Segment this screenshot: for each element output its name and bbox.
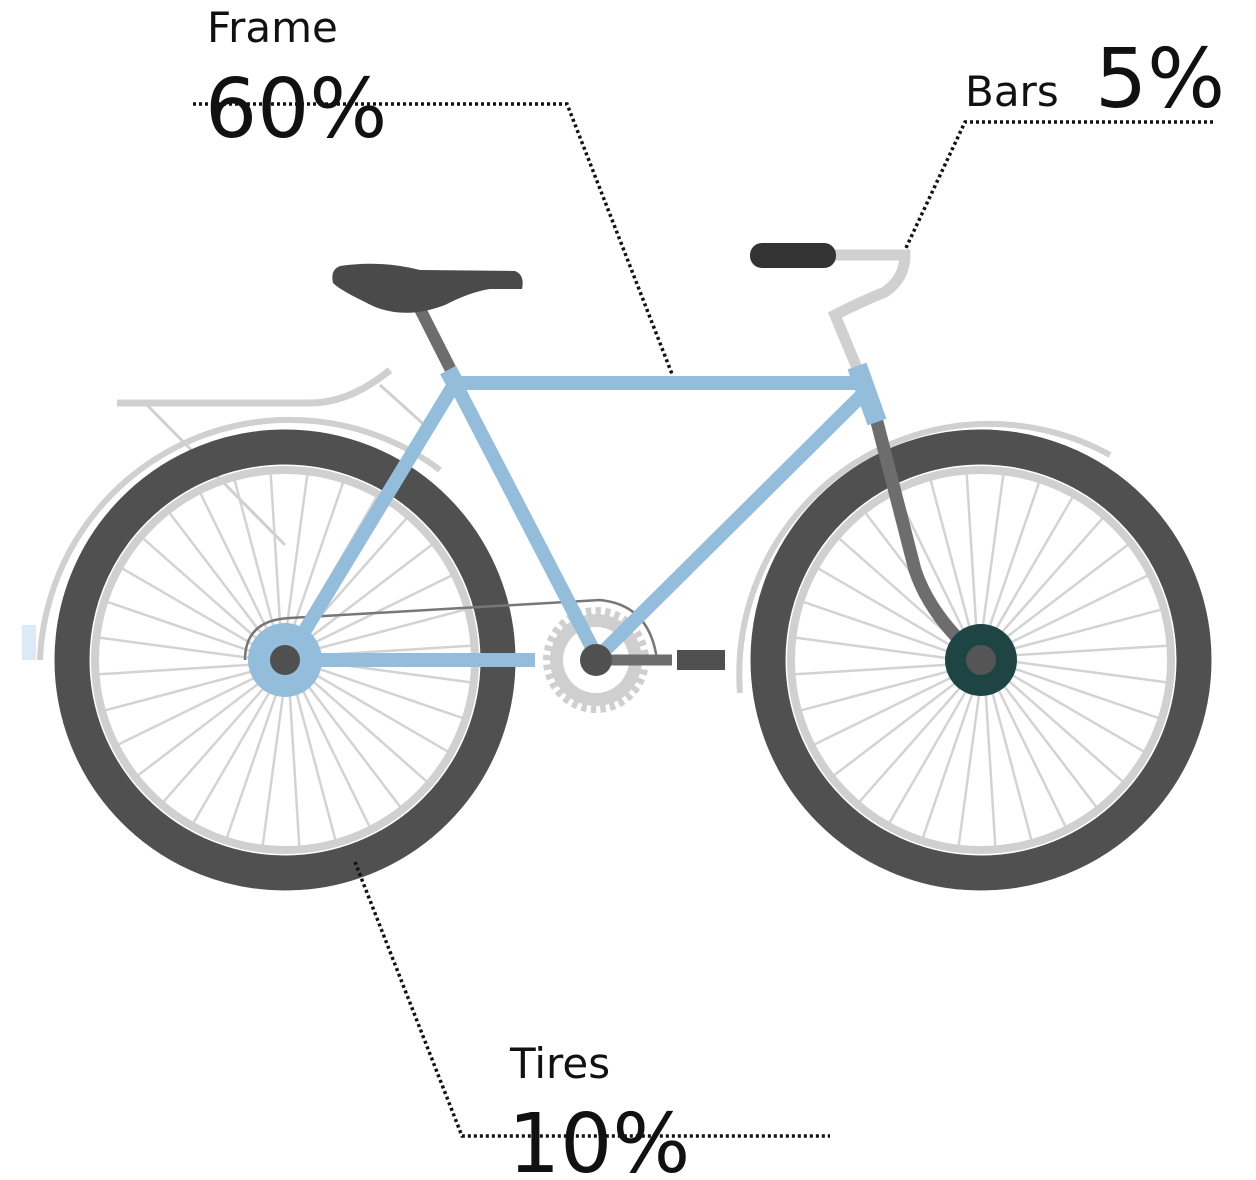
spoke — [798, 668, 963, 712]
rear-axle — [270, 645, 300, 675]
bottom-bracket — [580, 644, 612, 676]
handlebar — [835, 255, 905, 380]
seat-post — [418, 305, 455, 378]
spoke — [104, 601, 265, 656]
spoke — [985, 479, 1040, 640]
bars-leader — [905, 122, 1213, 250]
callout-label: Tires — [509, 1039, 610, 1088]
front-axle — [966, 645, 996, 675]
spoke — [999, 609, 1164, 653]
callout-label: Bars — [965, 67, 1059, 116]
spoke — [989, 678, 1033, 843]
seat-lug — [448, 370, 460, 392]
rack — [117, 370, 390, 403]
callout-value: 10% — [508, 1097, 690, 1180]
page: Frame 60% Bars 5% Tires 10% (() => { con… — [0, 0, 1256, 1180]
bike-infographic: Frame 60% Bars 5% Tires 10% — [0, 0, 1256, 1180]
spoke — [226, 680, 281, 841]
spoke — [102, 668, 267, 712]
saddle — [332, 264, 522, 313]
spoke — [922, 680, 977, 841]
spoke — [234, 477, 278, 642]
grip — [750, 243, 836, 268]
callout-label: Frame — [207, 3, 338, 52]
spoke — [985, 680, 996, 850]
spoke — [958, 680, 981, 849]
spoke — [1001, 660, 1170, 683]
tires-leader — [355, 862, 830, 1136]
callout-value: 60% — [205, 62, 387, 157]
spoke — [271, 471, 282, 641]
spoke — [1001, 664, 1162, 719]
bicycle — [22, 243, 1194, 873]
spoke — [96, 637, 265, 660]
callout-value: 5% — [1095, 32, 1225, 127]
spoke — [96, 664, 266, 675]
spoke — [1001, 646, 1171, 657]
spoke — [289, 680, 300, 850]
pedal — [677, 650, 725, 670]
spoke — [293, 678, 337, 843]
spoke — [285, 471, 308, 640]
spoke — [792, 637, 961, 660]
spoke — [305, 664, 466, 719]
spoke — [981, 471, 1004, 640]
spoke — [967, 471, 978, 641]
head-tube — [857, 366, 877, 422]
spoke — [792, 664, 962, 675]
reflector — [22, 625, 36, 660]
spoke — [262, 680, 285, 849]
